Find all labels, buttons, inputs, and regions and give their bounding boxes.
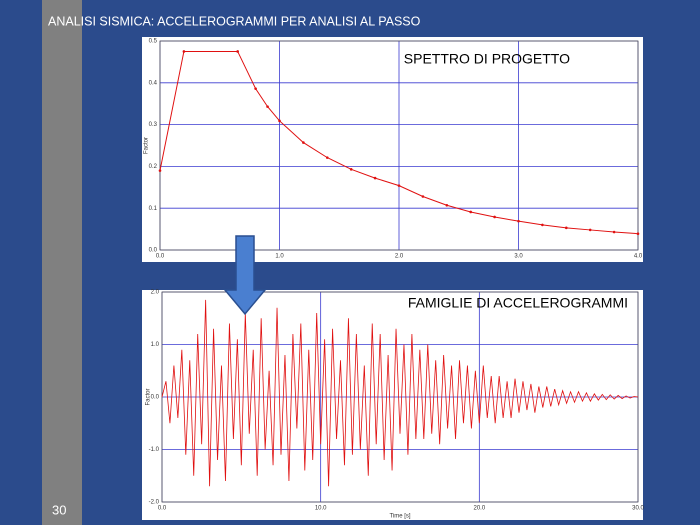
annotation: FAMIGLIE DI ACCELEROGRAMMI: [408, 295, 628, 311]
data-point: [588, 228, 592, 232]
x-tick-label: 0.0: [158, 506, 167, 512]
y-tick-label: -2.0: [149, 500, 160, 506]
data-point: [517, 219, 520, 223]
annotation: SPETTRO DI PROGETTO: [404, 51, 570, 67]
y-tick-label: 0.0: [151, 395, 160, 401]
data-point: [565, 226, 568, 230]
arrow: [223, 235, 267, 316]
data-point: [397, 184, 401, 187]
data-point: [373, 176, 377, 180]
data-point: [421, 195, 425, 198]
x-tick-label: 4.0: [634, 254, 643, 260]
plot-frame: [159, 40, 639, 251]
data-point: [541, 223, 544, 227]
side-strip: [42, 0, 82, 525]
data-line: [161, 299, 639, 487]
y-tick-label: 0.2: [149, 164, 158, 170]
data-point: [469, 210, 473, 214]
x-tick-label: 2.0: [395, 254, 404, 260]
data-point: [612, 230, 616, 234]
y-tick-label: 0.1: [149, 206, 158, 212]
x-tick-label: 20.0: [473, 506, 485, 512]
y-tick-label: 2.0: [151, 290, 160, 296]
data-point: [636, 232, 640, 235]
y-axis-label: Factor: [144, 137, 150, 154]
data-point: [236, 50, 239, 53]
y-tick-label: 1.0: [151, 342, 160, 348]
data-point: [326, 156, 329, 159]
y-tick-label: -1.0: [149, 447, 160, 453]
slide-title: ANALISI SISMICA: ACCELEROGRAMMI PER ANAL…: [48, 14, 421, 28]
x-tick-label: 0.0: [156, 254, 165, 260]
y-axis-label: Factor: [146, 388, 152, 405]
x-axis-label: Time [s]: [389, 514, 410, 520]
data-point: [182, 50, 186, 53]
data-point: [266, 105, 269, 108]
x-tick-label: 1.0: [275, 254, 284, 260]
x-tick-label: 3.0: [514, 254, 523, 260]
chart-panel: [142, 37, 643, 262]
chart-panel: [142, 290, 643, 520]
data-point: [493, 215, 496, 219]
data-point: [302, 141, 305, 144]
x-tick-label: 10.0: [315, 506, 327, 512]
data-point: [349, 168, 353, 171]
data-point: [254, 87, 257, 90]
y-tick-label: 0.3: [149, 122, 158, 128]
y-tick-label: 0.0: [149, 248, 158, 254]
x-tick-label: 30.0: [632, 506, 644, 512]
page-number: 30: [52, 502, 66, 517]
data-point: [278, 119, 281, 123]
data-point: [158, 169, 162, 172]
y-tick-label: 0.4: [149, 80, 158, 86]
data-point: [445, 203, 449, 207]
y-tick-label: 0.5: [149, 39, 158, 45]
